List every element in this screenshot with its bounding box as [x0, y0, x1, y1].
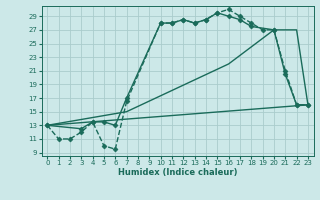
X-axis label: Humidex (Indice chaleur): Humidex (Indice chaleur) [118, 168, 237, 177]
